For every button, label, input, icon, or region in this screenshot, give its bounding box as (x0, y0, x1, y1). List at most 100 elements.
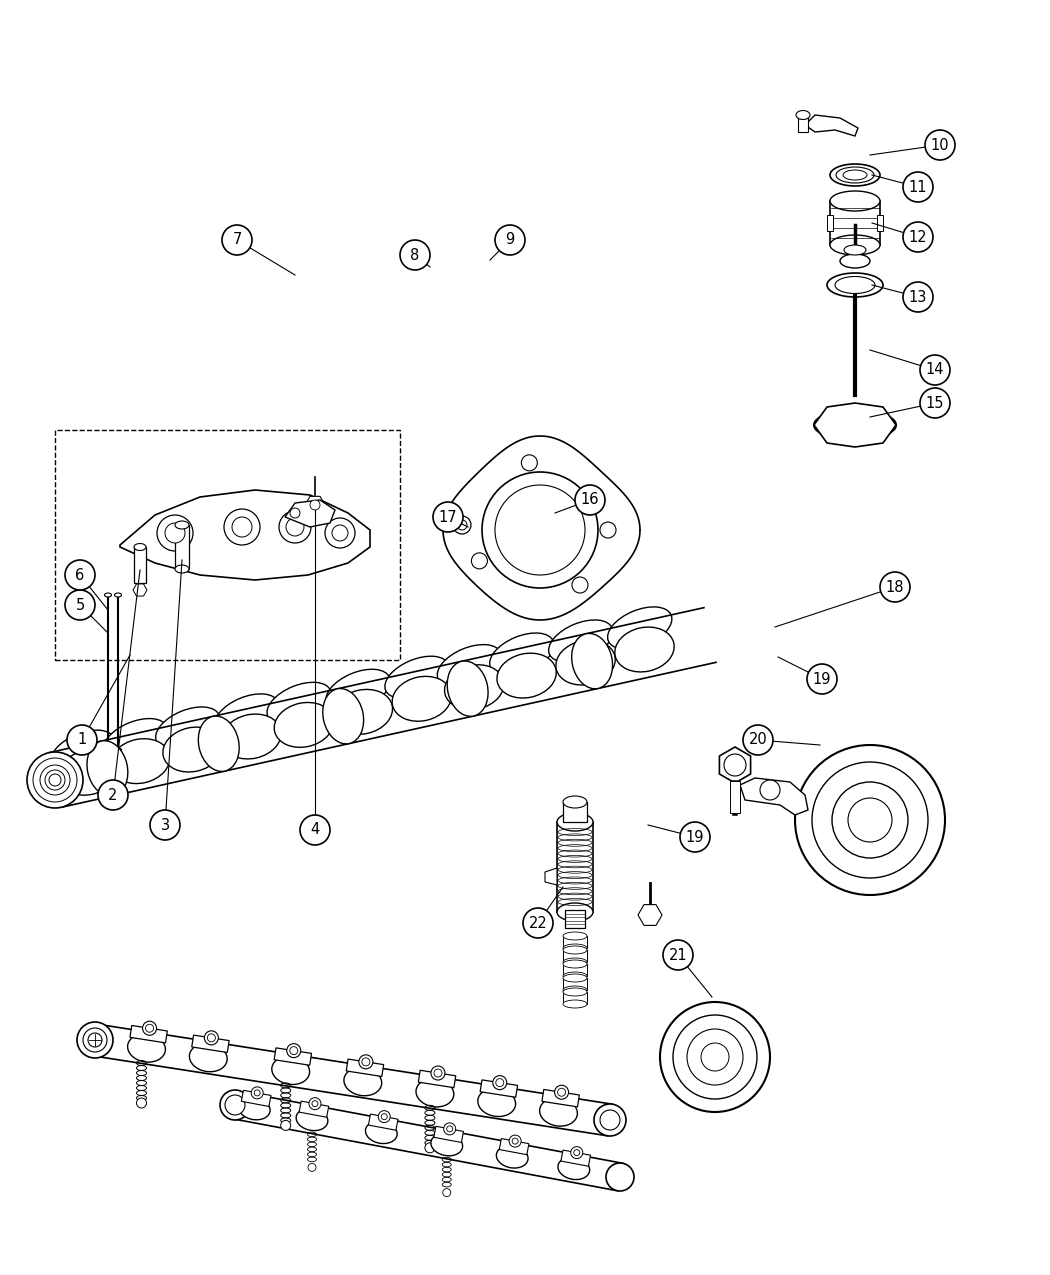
Ellipse shape (434, 1068, 442, 1077)
Circle shape (98, 780, 128, 810)
Text: 15: 15 (926, 395, 944, 411)
Ellipse shape (296, 1108, 328, 1131)
Text: 12: 12 (908, 230, 927, 245)
Ellipse shape (482, 472, 598, 588)
Text: 14: 14 (926, 362, 944, 377)
FancyBboxPatch shape (827, 215, 833, 231)
Ellipse shape (425, 1142, 435, 1153)
Ellipse shape (310, 500, 320, 510)
Circle shape (523, 908, 553, 938)
Ellipse shape (556, 813, 593, 831)
Ellipse shape (608, 607, 672, 649)
Ellipse shape (430, 1133, 463, 1156)
Text: 3: 3 (161, 817, 169, 833)
Ellipse shape (40, 765, 70, 796)
Ellipse shape (836, 167, 874, 184)
Circle shape (807, 664, 837, 694)
Circle shape (495, 224, 525, 255)
Ellipse shape (114, 593, 122, 597)
Ellipse shape (280, 1121, 291, 1131)
Ellipse shape (220, 1090, 250, 1119)
Ellipse shape (606, 1163, 634, 1191)
Polygon shape (740, 778, 808, 815)
FancyBboxPatch shape (563, 950, 587, 963)
Ellipse shape (563, 932, 587, 940)
Ellipse shape (600, 521, 616, 538)
Polygon shape (285, 500, 335, 527)
Ellipse shape (287, 1044, 300, 1058)
FancyBboxPatch shape (830, 201, 880, 245)
Ellipse shape (573, 1150, 580, 1155)
Ellipse shape (615, 627, 674, 672)
Circle shape (903, 222, 933, 252)
Ellipse shape (563, 946, 587, 954)
Text: 7: 7 (232, 232, 242, 247)
Ellipse shape (158, 515, 193, 551)
Ellipse shape (430, 1066, 445, 1080)
Ellipse shape (87, 741, 128, 796)
Text: 17: 17 (439, 510, 458, 524)
Ellipse shape (795, 745, 945, 895)
Ellipse shape (509, 1135, 521, 1148)
Ellipse shape (163, 727, 223, 771)
Ellipse shape (274, 703, 334, 747)
FancyBboxPatch shape (730, 782, 740, 813)
Polygon shape (242, 1090, 271, 1107)
Circle shape (920, 354, 950, 385)
Ellipse shape (286, 518, 304, 536)
Circle shape (65, 560, 94, 590)
Ellipse shape (835, 277, 875, 293)
Polygon shape (443, 436, 640, 620)
Ellipse shape (594, 1104, 626, 1136)
Ellipse shape (114, 748, 122, 752)
Circle shape (400, 240, 430, 270)
Ellipse shape (563, 986, 587, 994)
Ellipse shape (437, 645, 502, 687)
Circle shape (222, 224, 252, 255)
Ellipse shape (27, 752, 83, 808)
Text: 21: 21 (669, 947, 688, 963)
Ellipse shape (832, 782, 908, 858)
Ellipse shape (105, 593, 111, 597)
Ellipse shape (760, 780, 780, 799)
Ellipse shape (701, 1043, 729, 1071)
Ellipse shape (105, 748, 111, 752)
Ellipse shape (254, 1090, 260, 1096)
Circle shape (67, 725, 97, 755)
Circle shape (903, 172, 933, 201)
Text: 9: 9 (505, 232, 514, 247)
Polygon shape (805, 115, 858, 136)
Polygon shape (133, 584, 147, 595)
Ellipse shape (143, 1021, 156, 1035)
Polygon shape (369, 1114, 398, 1130)
Ellipse shape (359, 1054, 373, 1068)
Ellipse shape (290, 1047, 298, 1054)
Polygon shape (561, 1150, 590, 1167)
Polygon shape (542, 1089, 580, 1107)
Ellipse shape (326, 518, 355, 548)
Ellipse shape (554, 1085, 568, 1099)
Ellipse shape (848, 798, 892, 842)
Ellipse shape (821, 413, 889, 437)
Ellipse shape (333, 690, 393, 734)
Ellipse shape (563, 958, 587, 966)
FancyBboxPatch shape (877, 215, 883, 231)
Ellipse shape (830, 235, 880, 255)
FancyBboxPatch shape (563, 978, 587, 989)
Ellipse shape (660, 1002, 770, 1112)
Polygon shape (545, 868, 556, 885)
Ellipse shape (563, 972, 587, 980)
Ellipse shape (128, 1034, 166, 1062)
Ellipse shape (843, 170, 867, 180)
Text: 18: 18 (886, 580, 904, 594)
Ellipse shape (687, 1029, 743, 1085)
Ellipse shape (673, 1015, 757, 1099)
Ellipse shape (563, 960, 587, 968)
Ellipse shape (416, 1079, 454, 1107)
Polygon shape (814, 403, 896, 448)
Polygon shape (480, 1080, 518, 1098)
Ellipse shape (496, 1079, 504, 1086)
FancyBboxPatch shape (798, 119, 808, 133)
Ellipse shape (267, 682, 332, 724)
Ellipse shape (83, 1028, 107, 1052)
